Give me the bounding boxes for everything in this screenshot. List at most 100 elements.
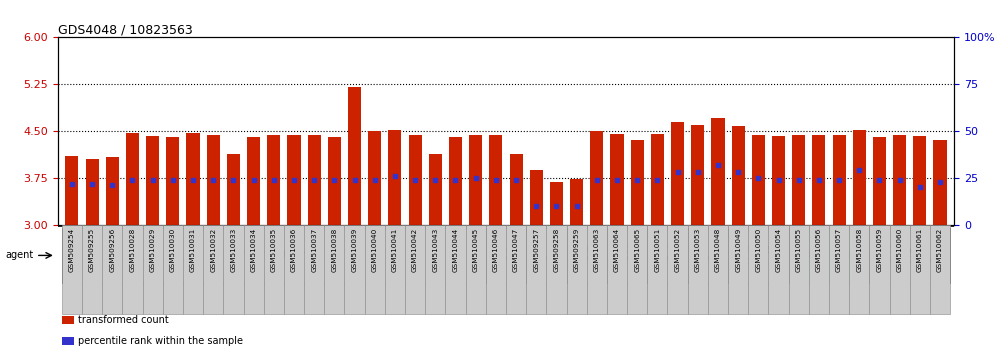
FancyBboxPatch shape: [687, 228, 728, 283]
Bar: [650, 134, 664, 225]
Text: GSM510062: GSM510062: [937, 228, 943, 272]
Bar: [288, 135, 301, 225]
Text: GSM510056: GSM510056: [816, 228, 822, 272]
Text: GSM510037: GSM510037: [311, 228, 317, 272]
Bar: [489, 135, 502, 225]
Text: GSM510030: GSM510030: [170, 228, 176, 272]
FancyBboxPatch shape: [62, 228, 486, 283]
Bar: [627, 225, 647, 314]
Bar: [223, 225, 243, 314]
Bar: [647, 225, 667, 314]
Bar: [408, 135, 421, 225]
Bar: [106, 157, 119, 225]
Text: GSM509257: GSM509257: [533, 228, 539, 272]
Bar: [86, 159, 99, 225]
Text: GSM510060: GSM510060: [896, 228, 902, 272]
Bar: [813, 135, 826, 225]
Bar: [687, 225, 708, 314]
Bar: [570, 179, 584, 225]
Bar: [304, 225, 325, 314]
Bar: [162, 225, 183, 314]
Text: GSM510057: GSM510057: [836, 228, 842, 272]
Bar: [183, 225, 203, 314]
Bar: [465, 225, 486, 314]
FancyBboxPatch shape: [607, 228, 647, 283]
Bar: [264, 225, 284, 314]
Bar: [691, 125, 704, 225]
Bar: [607, 225, 627, 314]
FancyBboxPatch shape: [789, 228, 870, 283]
Bar: [930, 225, 950, 314]
Text: GSM510049: GSM510049: [735, 228, 741, 272]
Text: GDS4048 / 10823563: GDS4048 / 10823563: [58, 23, 192, 36]
Bar: [728, 225, 748, 314]
Bar: [428, 154, 442, 225]
Bar: [267, 135, 280, 225]
Text: AMH 50
ng/ml: AMH 50 ng/ml: [488, 246, 524, 265]
FancyBboxPatch shape: [567, 228, 607, 283]
FancyBboxPatch shape: [647, 228, 687, 283]
Bar: [247, 137, 260, 225]
Text: GSM510044: GSM510044: [452, 228, 458, 272]
Text: GSM510046: GSM510046: [493, 228, 499, 272]
Bar: [591, 131, 604, 225]
Bar: [243, 225, 264, 314]
Bar: [933, 141, 946, 225]
Bar: [792, 135, 806, 225]
Text: GSM510048: GSM510048: [715, 228, 721, 272]
Text: GSM510036: GSM510036: [291, 228, 297, 272]
Bar: [486, 225, 506, 314]
Bar: [469, 135, 482, 225]
Bar: [889, 225, 909, 314]
Bar: [62, 225, 82, 314]
Text: GSM510058: GSM510058: [857, 228, 863, 272]
Bar: [203, 225, 223, 314]
Bar: [587, 225, 607, 314]
Text: GSM510041: GSM510041: [392, 228, 398, 272]
Text: GSM510031: GSM510031: [190, 228, 196, 272]
Text: GSM509254: GSM509254: [69, 228, 75, 272]
Text: GSM510029: GSM510029: [149, 228, 155, 272]
Text: PDGF alfa bet
a hd 50 ng/ml: PDGF alfa bet a hd 50 ng/ml: [880, 246, 939, 265]
Bar: [66, 156, 79, 225]
Bar: [829, 225, 850, 314]
Text: FGF7 50
ng/ml: FGF7 50 ng/ml: [648, 246, 686, 265]
Bar: [166, 137, 179, 225]
Bar: [870, 225, 889, 314]
Bar: [909, 225, 930, 314]
Bar: [711, 119, 724, 225]
Bar: [142, 225, 162, 314]
Bar: [325, 225, 345, 314]
Bar: [284, 225, 304, 314]
Bar: [348, 87, 362, 225]
Text: GSM510032: GSM510032: [210, 228, 216, 272]
Bar: [405, 225, 425, 314]
Bar: [833, 135, 846, 225]
Bar: [103, 225, 123, 314]
Text: GDNF 50
ng/ml: GDNF 50 ng/ml: [688, 246, 728, 265]
Text: BMP4 50
ng/ml: BMP4 50 ng/ml: [527, 246, 566, 265]
Bar: [186, 133, 199, 225]
FancyBboxPatch shape: [870, 228, 950, 283]
Text: GSM510053: GSM510053: [695, 228, 701, 272]
Text: GSM510059: GSM510059: [876, 228, 882, 272]
Bar: [365, 225, 384, 314]
Bar: [82, 225, 103, 314]
Bar: [630, 141, 643, 225]
Text: GSM509258: GSM509258: [554, 228, 560, 272]
Text: GSM510040: GSM510040: [372, 228, 377, 272]
Bar: [671, 122, 684, 225]
Bar: [328, 137, 341, 225]
Bar: [567, 225, 587, 314]
Text: GSM510047: GSM510047: [513, 228, 519, 272]
Text: GSM509255: GSM509255: [89, 228, 95, 272]
Text: GSM510045: GSM510045: [473, 228, 479, 272]
Text: KITLG 50
ng/ml: KITLG 50 ng/ml: [738, 246, 779, 265]
Text: GSM510035: GSM510035: [271, 228, 277, 272]
Text: GSM510039: GSM510039: [352, 228, 358, 272]
Bar: [809, 225, 829, 314]
Bar: [506, 225, 526, 314]
Bar: [146, 136, 159, 225]
Text: GSM510034: GSM510034: [251, 228, 257, 272]
Bar: [530, 170, 543, 225]
